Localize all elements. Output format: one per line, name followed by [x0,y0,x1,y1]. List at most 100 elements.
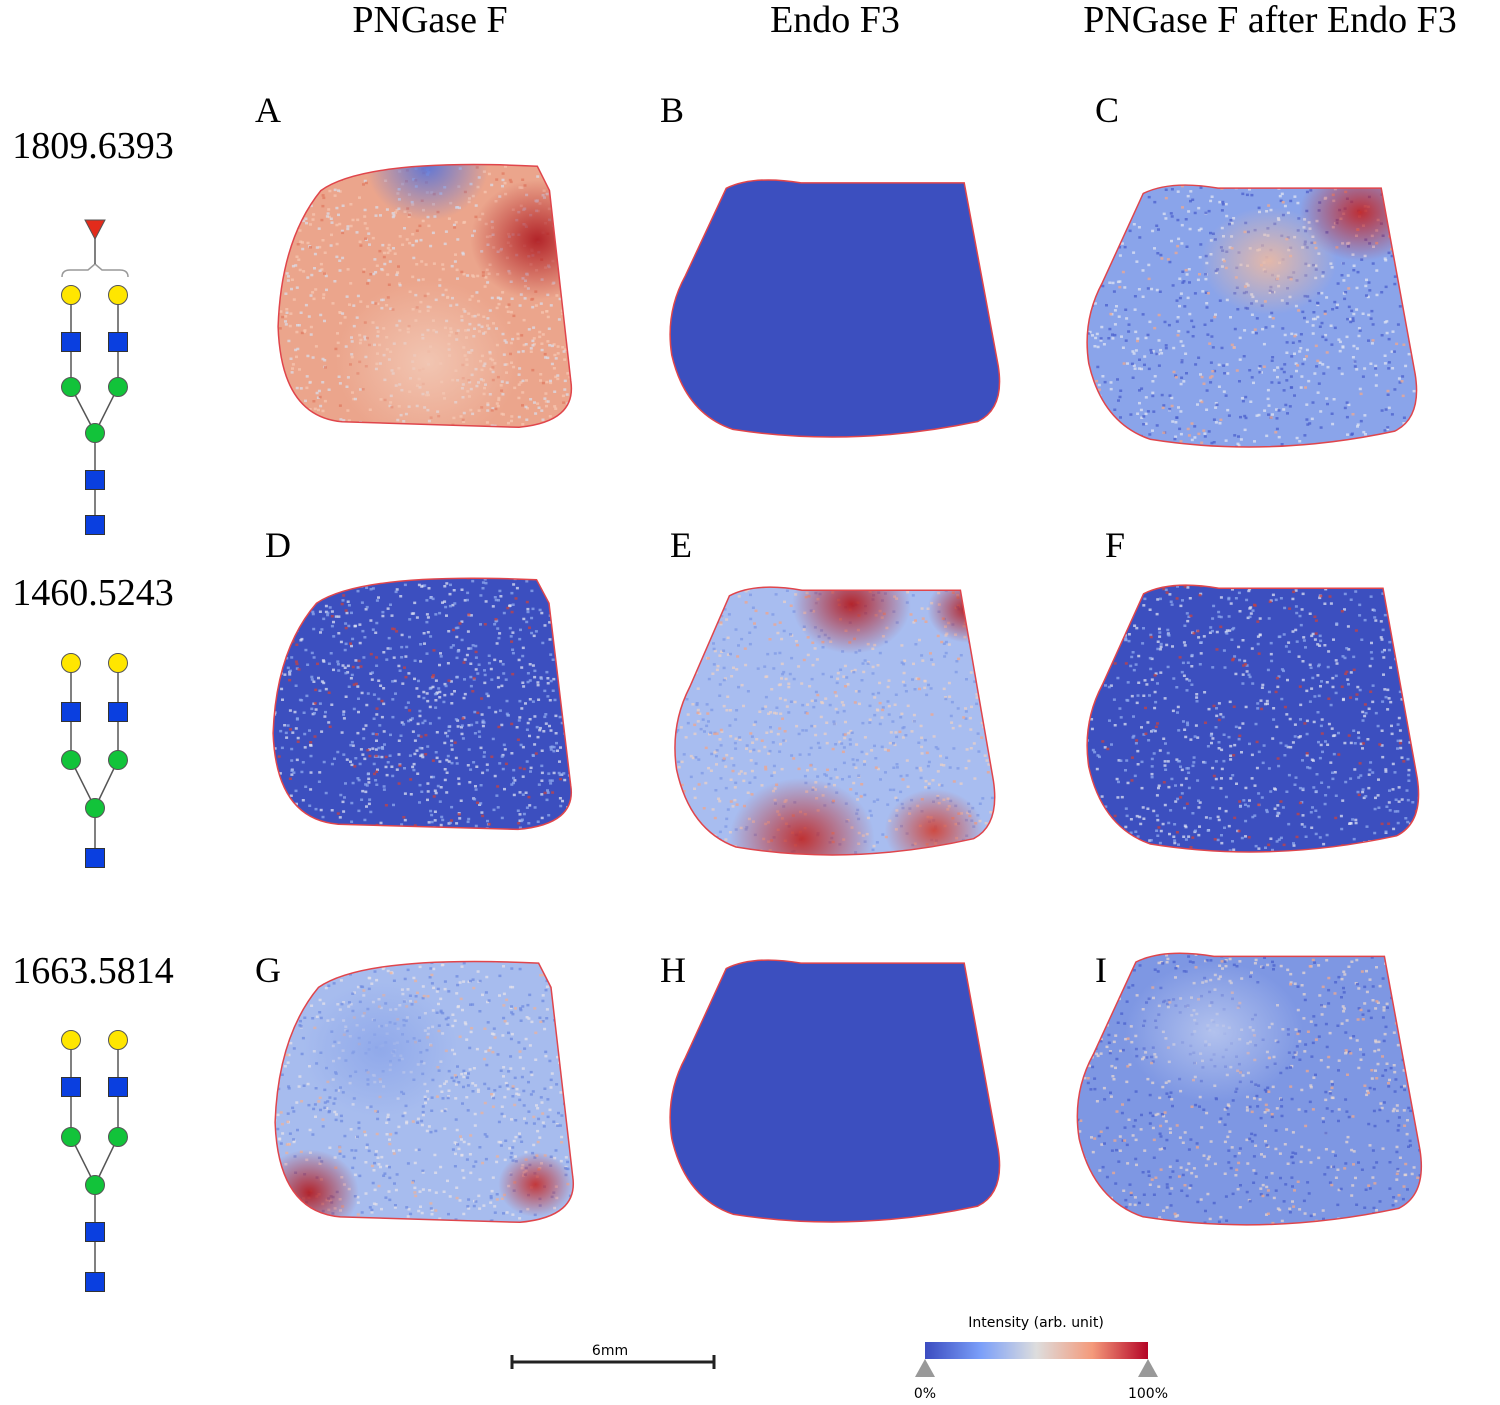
speckle [1400,698,1404,701]
speckle [538,608,542,612]
speckle [1294,628,1298,632]
speckle [1108,225,1112,229]
speckle [1121,211,1125,214]
speckle [733,798,737,802]
speckle [1371,700,1375,704]
speckle [1316,359,1320,363]
speckle [1098,668,1102,671]
speckle [1109,684,1113,687]
speckle [1143,363,1146,367]
speckle [434,706,438,709]
speckle [443,768,447,771]
speckle [315,246,319,249]
speckle [364,608,368,611]
speckle [1367,313,1371,317]
speckle [1361,375,1365,378]
speckle [372,717,376,720]
speckle [772,667,776,670]
speckle [1301,814,1305,817]
speckle [578,640,581,643]
speckle [362,270,366,274]
speckle [553,185,557,188]
speckle [920,745,924,749]
speckle [1122,213,1126,216]
speckle [901,736,905,739]
speckle [683,857,686,860]
speckle [1095,799,1098,803]
speckle [436,784,440,788]
speckle [1208,342,1212,345]
speckle [888,741,892,745]
speckle [572,245,575,248]
speckle [1295,185,1298,186]
speckle [852,763,856,766]
speckle [306,354,310,358]
speckle [460,732,464,736]
speckle [1132,668,1136,672]
speckle [1124,769,1127,772]
speckle [301,187,305,190]
speckle [1103,746,1107,749]
speckle [1185,372,1188,375]
speckle [528,626,531,629]
speckle [1134,742,1138,745]
speckle [744,589,748,593]
speckle [570,769,572,772]
speckle [1316,674,1320,677]
speckle [313,702,317,705]
speckle [1124,825,1128,829]
speckle [520,334,524,337]
speckle [309,741,313,744]
speckle [572,400,575,403]
speckle [1118,395,1122,399]
speckle [1402,657,1406,660]
mass-label: 1460.5243 [12,572,174,614]
speckle [1129,831,1133,834]
speckle [1240,836,1244,840]
speckle [1303,316,1306,320]
speckle [283,386,287,390]
speckle [444,684,448,688]
speckle [419,735,423,738]
speckle [1221,203,1225,206]
speckle [823,773,827,776]
speckle [1180,783,1184,787]
speckle [308,729,311,732]
speckle [495,642,499,645]
speckle [1358,329,1362,332]
speckle [510,591,514,595]
speckle [486,819,489,823]
speckle [516,161,519,164]
speckle [1148,433,1152,436]
speckle [1388,809,1392,812]
speckle [291,367,294,370]
speckle [1406,820,1410,824]
speckle [1320,680,1323,683]
speckle [1300,823,1304,826]
speckle [445,582,449,585]
speckle [380,715,384,719]
speckle [359,748,363,751]
speckle [859,587,863,589]
speckle [472,677,476,680]
speckle [1144,336,1148,340]
speckle [349,224,353,228]
speckle [278,225,282,228]
speckle [1382,180,1385,183]
speckle [1316,301,1319,305]
speckle [702,610,706,613]
speckle [1126,200,1130,203]
speckle [563,358,567,361]
speckle [1211,346,1215,349]
speckle [1097,626,1101,630]
speckle [341,312,345,315]
speckle [285,311,289,314]
speckle [998,668,1001,671]
speckle [892,766,896,769]
speckle [1087,771,1089,774]
speckle [362,737,366,740]
speckle [952,780,956,783]
speckle [722,649,726,652]
speckle [450,819,453,822]
speckle [309,754,313,758]
